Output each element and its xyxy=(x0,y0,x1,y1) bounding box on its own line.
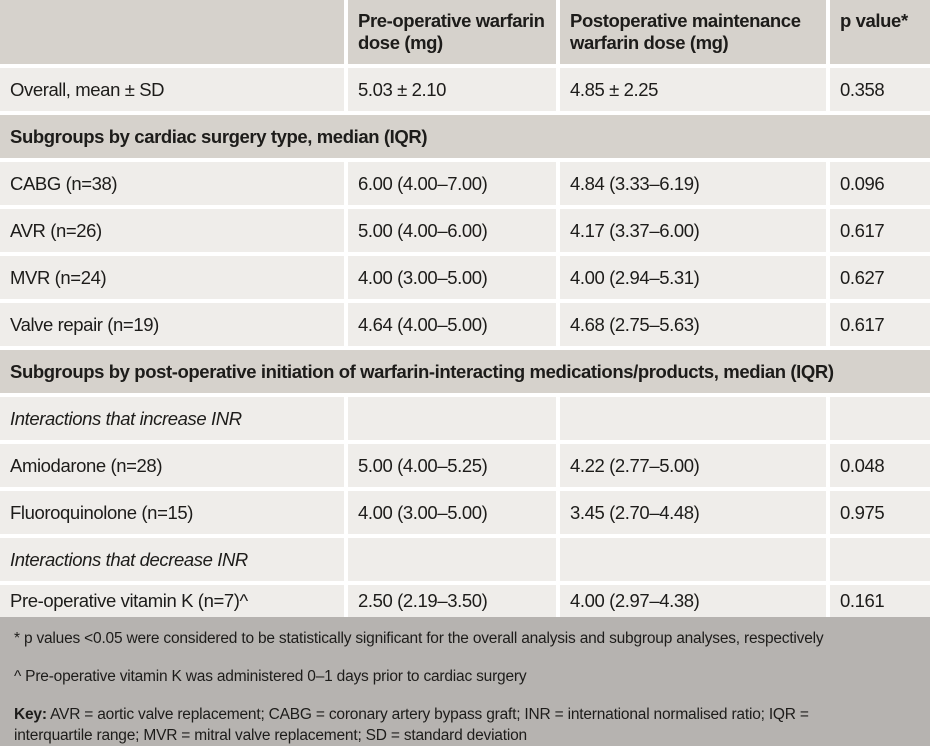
warfarin-dose-table: Pre-operative warfarin dose (mg) Postoper… xyxy=(0,0,930,617)
p-value-cell: 0.048 xyxy=(830,444,930,487)
post-dose-cell: 3.45 (2.70–4.48) xyxy=(560,491,826,534)
p-value-cell xyxy=(830,397,930,440)
pre-dose-cell: 4.00 (3.00–5.00) xyxy=(348,491,556,534)
pre-dose-cell: 6.00 (4.00–7.00) xyxy=(348,162,556,205)
row-label: Interactions that increase INR xyxy=(0,397,344,440)
row-label: Fluoroquinolone (n=15) xyxy=(0,491,344,534)
row-label: CABG (n=38) xyxy=(0,162,344,205)
footnote-key: Key: AVR = aortic valve replacement; CAB… xyxy=(14,705,814,746)
post-dose-cell: 4.85 ± 2.25 xyxy=(560,68,826,111)
p-value-cell: 0.161 xyxy=(830,585,930,617)
pre-dose-cell: 4.64 (4.00–5.00) xyxy=(348,303,556,346)
post-dose-cell xyxy=(560,538,826,581)
pre-dose-cell xyxy=(348,397,556,440)
p-value-cell: 0.617 xyxy=(830,303,930,346)
column-header xyxy=(0,0,344,64)
pre-dose-cell: 5.03 ± 2.10 xyxy=(348,68,556,111)
footnote-vitamin-k: ^ Pre-operative vitamin K was administer… xyxy=(14,667,527,685)
row-label: MVR (n=24) xyxy=(0,256,344,299)
pre-dose-cell: 5.00 (4.00–5.25) xyxy=(348,444,556,487)
row-label: Interactions that decrease INR xyxy=(0,538,344,581)
post-dose-cell: 4.17 (3.37–6.00) xyxy=(560,209,826,252)
p-value-cell: 0.096 xyxy=(830,162,930,205)
footnote-key-label: Key: xyxy=(14,705,47,723)
row-label: Pre-operative vitamin K (n=7)^ xyxy=(0,585,344,617)
table-footnotes: * p values <0.05 were considered to be s… xyxy=(0,617,930,746)
row-label: Overall, mean ± SD xyxy=(0,68,344,111)
post-dose-cell: 4.84 (3.33–6.19) xyxy=(560,162,826,205)
column-header: Pre-operative warfarin dose (mg) xyxy=(348,0,556,64)
section-header: Subgroups by post-operative initiation o… xyxy=(0,350,930,393)
column-header: p value* xyxy=(830,0,930,64)
p-value-cell xyxy=(830,538,930,581)
footnote-key-text: AVR = aortic valve replacement; CABG = c… xyxy=(14,705,809,744)
footnote-pvalue: * p values <0.05 were considered to be s… xyxy=(14,630,824,647)
section-header: Subgroups by cardiac surgery type, media… xyxy=(0,115,930,158)
post-dose-cell: 4.00 (2.97–4.38) xyxy=(560,585,826,617)
p-value-cell: 0.627 xyxy=(830,256,930,299)
row-label: AVR (n=26) xyxy=(0,209,344,252)
row-label: Valve repair (n=19) xyxy=(0,303,344,346)
pre-dose-cell: 4.00 (3.00–5.00) xyxy=(348,256,556,299)
p-value-cell: 0.617 xyxy=(830,209,930,252)
post-dose-cell xyxy=(560,397,826,440)
post-dose-cell: 4.68 (2.75–5.63) xyxy=(560,303,826,346)
pre-dose-cell: 5.00 (4.00–6.00) xyxy=(348,209,556,252)
column-header: Postoperative maintenance warfarin dose … xyxy=(560,0,826,64)
p-value-cell: 0.358 xyxy=(830,68,930,111)
pre-dose-cell: 2.50 (2.19–3.50) xyxy=(348,585,556,617)
post-dose-cell: 4.22 (2.77–5.00) xyxy=(560,444,826,487)
post-dose-cell: 4.00 (2.94–5.31) xyxy=(560,256,826,299)
row-label: Amiodarone (n=28) xyxy=(0,444,344,487)
pre-dose-cell xyxy=(348,538,556,581)
p-value-cell: 0.975 xyxy=(830,491,930,534)
